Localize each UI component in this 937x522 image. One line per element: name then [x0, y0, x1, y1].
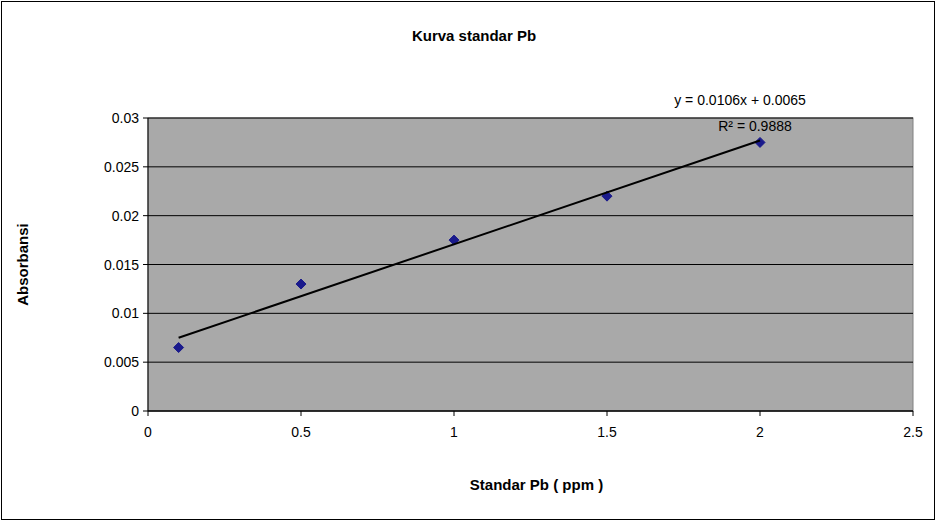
y-tick	[143, 166, 148, 167]
grid-line	[148, 215, 913, 216]
grid-line	[148, 264, 913, 265]
y-tick-label: 0.01	[112, 305, 139, 321]
x-axis-title: Standar Pb ( ppm )	[470, 476, 603, 493]
y-tick	[143, 215, 148, 216]
grid-line	[148, 411, 913, 412]
chart-title: Kurva standar Pb	[412, 27, 536, 44]
x-tick	[148, 411, 149, 416]
y-tick-label: 0.005	[104, 354, 139, 370]
x-tick	[454, 411, 455, 416]
y-tick-label: 0.025	[104, 159, 139, 175]
x-tick	[607, 411, 608, 416]
y-tick	[143, 264, 148, 265]
x-tick-label: 1	[450, 424, 458, 440]
x-tick-label: 0	[144, 424, 152, 440]
x-tick	[913, 411, 914, 416]
grid-line	[148, 118, 913, 119]
y-tick-label: 0.03	[112, 110, 139, 126]
x-tick-label: 2.5	[903, 424, 923, 440]
grid-line	[148, 362, 913, 363]
y-tick-label: 0	[131, 403, 139, 419]
y-tick	[143, 362, 148, 363]
grid-line	[148, 166, 913, 167]
x-axis	[148, 411, 913, 412]
x-tick-label: 0.5	[291, 424, 311, 440]
y-tick	[143, 411, 148, 412]
grid-line	[148, 313, 913, 314]
data-point	[296, 279, 306, 289]
plot-area	[148, 118, 913, 411]
x-tick-label: 1.5	[597, 424, 617, 440]
x-tick	[760, 411, 761, 416]
y-axis	[148, 118, 149, 411]
y-tick-label: 0.015	[104, 257, 139, 273]
y-tick	[143, 313, 148, 314]
data-group	[174, 137, 765, 352]
chart: 0 0.005 0.01 0.015 0.02 0.025 0.03 0 0.5 1 1.5 2 2.5…	[0, 0, 937, 522]
x-tick	[301, 411, 302, 416]
y-tick	[143, 118, 148, 119]
annotation: y = 0.0106x + 0.0065	[674, 92, 806, 108]
chart-frame	[2, 2, 935, 520]
annotation: R² = 0.9888	[718, 118, 792, 134]
y-axis-title: Absorbansi	[14, 223, 31, 306]
x-tick-label: 2	[756, 424, 764, 440]
y-tick-label: 0.02	[112, 208, 139, 224]
trend-line	[179, 140, 760, 337]
data-point	[174, 343, 184, 353]
